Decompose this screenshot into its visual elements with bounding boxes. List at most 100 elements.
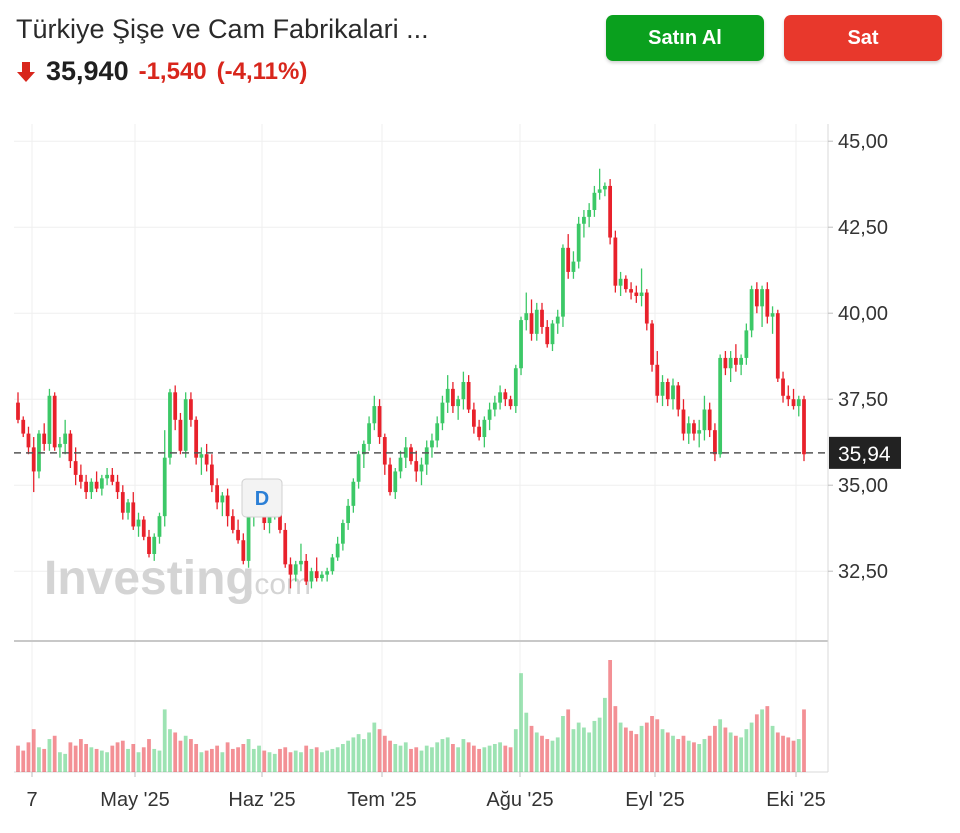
- candle-body: [26, 433, 31, 448]
- volume-bar: [84, 744, 89, 772]
- volume-bar: [566, 709, 571, 772]
- candle-body: [424, 447, 429, 465]
- volume-bar: [508, 747, 513, 772]
- volume-bar: [713, 725, 717, 772]
- candle-body: [288, 564, 293, 575]
- candle-body: [655, 364, 660, 396]
- candle-body: [361, 443, 366, 455]
- candle-body: [283, 529, 288, 565]
- volume-bar: [555, 737, 560, 772]
- dividend-marker[interactable]: D: [241, 478, 283, 518]
- candle-body: [241, 540, 246, 561]
- candle-body: [147, 536, 151, 554]
- volume-bar: [293, 750, 298, 772]
- volume-bar: [63, 753, 68, 772]
- volume-bar: [765, 706, 770, 772]
- candle-body: [451, 388, 455, 407]
- candle-body: [215, 485, 220, 503]
- time-tick-label: 7: [26, 789, 37, 811]
- time-tick-label: Haz '25: [228, 789, 295, 811]
- candle-body: [445, 388, 450, 403]
- volume-bar: [225, 742, 230, 772]
- candle-body: [555, 316, 560, 324]
- candle-body: [802, 399, 806, 455]
- volume-bar: [126, 748, 130, 772]
- volume-bar: [398, 745, 403, 772]
- candle-body: [602, 185, 607, 190]
- volume-bar: [723, 727, 728, 772]
- volume-bar: [320, 752, 324, 772]
- volume-bar: [21, 750, 26, 772]
- volume-bar: [550, 740, 555, 772]
- sell-button[interactable]: Sat: [784, 15, 942, 61]
- volume-bar: [482, 747, 487, 772]
- candle-body: [183, 399, 188, 451]
- volume-bar: [786, 737, 791, 772]
- candle-body: [718, 357, 723, 455]
- candle-body: [47, 395, 52, 444]
- volume-bar: [644, 722, 649, 772]
- volume-bar: [529, 725, 534, 772]
- volume-bar: [31, 729, 36, 772]
- candle-body: [16, 402, 20, 420]
- candle-body: [42, 433, 47, 444]
- candle-body: [770, 313, 775, 317]
- candle-body: [393, 471, 398, 493]
- candle-body: [382, 437, 387, 465]
- volume-bar: [309, 748, 314, 772]
- candle-body: [430, 440, 434, 448]
- volume-bar: [513, 729, 518, 772]
- candle-body: [482, 419, 487, 438]
- volume-bar: [571, 729, 576, 772]
- volume-bar: [162, 709, 167, 772]
- volume-bar: [639, 725, 644, 772]
- candle-body: [340, 523, 345, 544]
- candle-body: [529, 313, 534, 334]
- buy-button[interactable]: Satın Al: [606, 15, 764, 61]
- volume-bar: [498, 742, 502, 772]
- candle-body: [377, 406, 382, 438]
- candle-body: [665, 382, 670, 400]
- volume-bar: [749, 722, 754, 772]
- volume-bar: [372, 722, 377, 772]
- volume-bar: [665, 732, 670, 772]
- candle-body: [608, 185, 613, 238]
- volume-bar: [367, 732, 371, 772]
- candle-body: [419, 464, 424, 472]
- volume-bar: [361, 739, 366, 772]
- volume-bar: [131, 744, 136, 772]
- candle-body: [58, 443, 62, 448]
- candle-body: [435, 423, 440, 441]
- candle-body: [592, 192, 597, 210]
- volume-bar: [414, 747, 419, 772]
- candle-body: [84, 481, 89, 493]
- candle-body: [503, 392, 508, 400]
- volume-bar: [209, 748, 214, 772]
- volume-bar: [466, 742, 471, 772]
- volume-bar: [283, 747, 288, 772]
- volume-bar: [220, 752, 225, 772]
- candle-body: [571, 261, 576, 272]
- candle-body: [477, 426, 482, 438]
- volume-bar: [671, 735, 675, 772]
- candle-body: [220, 495, 225, 503]
- candle-body: [623, 278, 628, 290]
- candle-body: [115, 481, 120, 493]
- volume-bar: [424, 745, 429, 772]
- volume-bar: [477, 748, 482, 772]
- candle-body: [398, 457, 403, 472]
- volume-bar: [602, 697, 607, 772]
- candle-body: [209, 464, 214, 486]
- volume-bar: [613, 706, 618, 772]
- candle-body: [320, 574, 324, 579]
- instrument-title: Türkiye Şişe ve Cam Fabrikalari ...: [16, 14, 429, 44]
- candle-body: [141, 519, 146, 537]
- volume-bar: [189, 739, 193, 772]
- candle-body: [513, 368, 518, 407]
- time-tick-label: May '25: [100, 789, 169, 811]
- candle-body: [120, 492, 125, 513]
- candle-body: [702, 409, 707, 431]
- candle-body: [236, 529, 240, 541]
- candle-body: [21, 419, 26, 434]
